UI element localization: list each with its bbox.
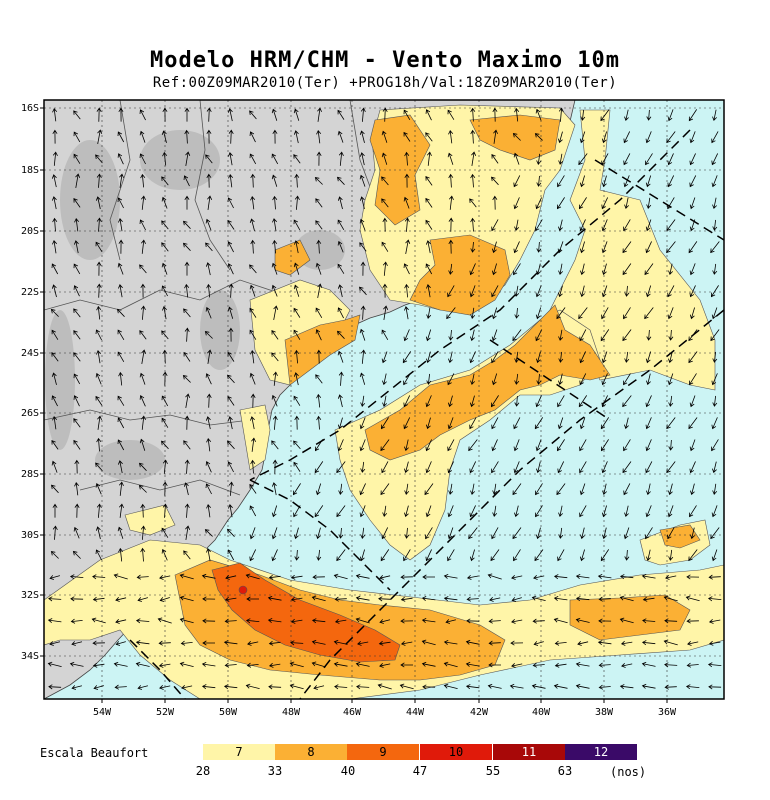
lat-label: 28S [21,469,39,480]
lon-label: 54W [93,707,112,718]
lat-label: 26S [21,408,39,419]
lon-label: 38W [595,707,614,718]
legend-title: Escala Beaufort [40,746,149,760]
lat-label: 22S [21,287,39,298]
longitude-labels: 54W 52W 50W 48W 46W 44W 42W 40W 38W 36W [93,699,677,718]
chart-title: Modelo HRM/CHM - Vento Maximo 10m [149,48,621,73]
chart-subtitle: Ref:00Z09MAR2010(Ter) +PROG18h/Val:18Z09… [152,75,618,91]
legend-units: (nos) [610,765,647,779]
lat-label: 30S [21,530,39,541]
wind-arrows [47,107,722,690]
lon-label: 50W [219,707,238,718]
lon-label: 52W [156,707,175,718]
lon-label: 42W [470,707,489,718]
lat-label: 34S [21,651,39,662]
beaufort-class-12: 12 [565,744,637,760]
lat-label: 18S [21,165,39,176]
beaufort-class-7: 7 [203,744,275,760]
beaufort-class-9: 9 [347,744,419,760]
lon-label: 40W [532,707,551,718]
lat-label: 20S [21,226,39,237]
front-lines [129,129,724,699]
lat-label: 24S [21,348,39,359]
map-frame [43,99,725,700]
scale-tick-label: 28 [195,764,211,778]
beaufort-class-8: 8 [275,744,347,760]
lon-label: 48W [282,707,301,718]
beaufort-class-11: 11 [493,744,565,760]
lon-label: 46W [343,707,362,718]
lon-label: 44W [406,707,425,718]
latitude-labels: 16S 18S 20S 22S 24S 26S 28S 30S 32S 34S [21,103,44,662]
beaufort-10-area [238,585,248,595]
lon-label: 36W [658,707,677,718]
lat-label: 16S [21,103,39,114]
beaufort-class-10: 10 [420,744,492,760]
scale-tick-label: 63 [557,764,573,778]
scale-tick-label: 47 [412,764,428,778]
beaufort-9-area [211,562,401,663]
scale-tick-label: 40 [340,764,356,778]
lat-label: 32S [21,590,39,601]
scale-tick-label: 55 [485,764,501,778]
scale-tick-label: 33 [267,764,283,778]
